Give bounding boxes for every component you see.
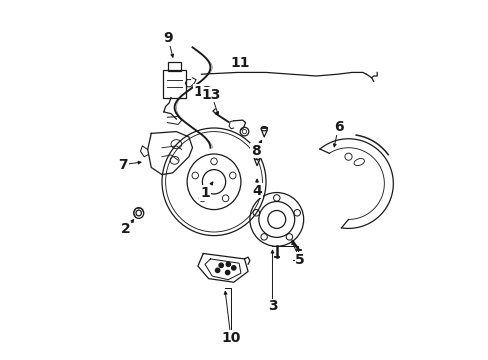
Text: 7: 7 <box>118 158 128 172</box>
Circle shape <box>215 268 219 273</box>
Text: 10: 10 <box>221 331 240 345</box>
Text: 4: 4 <box>252 184 262 198</box>
Text: 6: 6 <box>333 120 343 134</box>
Text: 11: 11 <box>230 57 249 71</box>
Text: 8: 8 <box>250 144 260 158</box>
Text: 1: 1 <box>200 186 209 200</box>
Circle shape <box>219 263 223 267</box>
Text: 5: 5 <box>295 253 305 267</box>
Text: 9: 9 <box>163 31 173 45</box>
Bar <box>168 62 181 71</box>
Circle shape <box>225 270 229 275</box>
Text: 3: 3 <box>267 299 277 313</box>
Circle shape <box>231 266 235 270</box>
Text: 12: 12 <box>193 85 213 99</box>
Circle shape <box>226 262 230 266</box>
Text: 2: 2 <box>121 222 130 237</box>
Text: 13: 13 <box>202 87 221 102</box>
